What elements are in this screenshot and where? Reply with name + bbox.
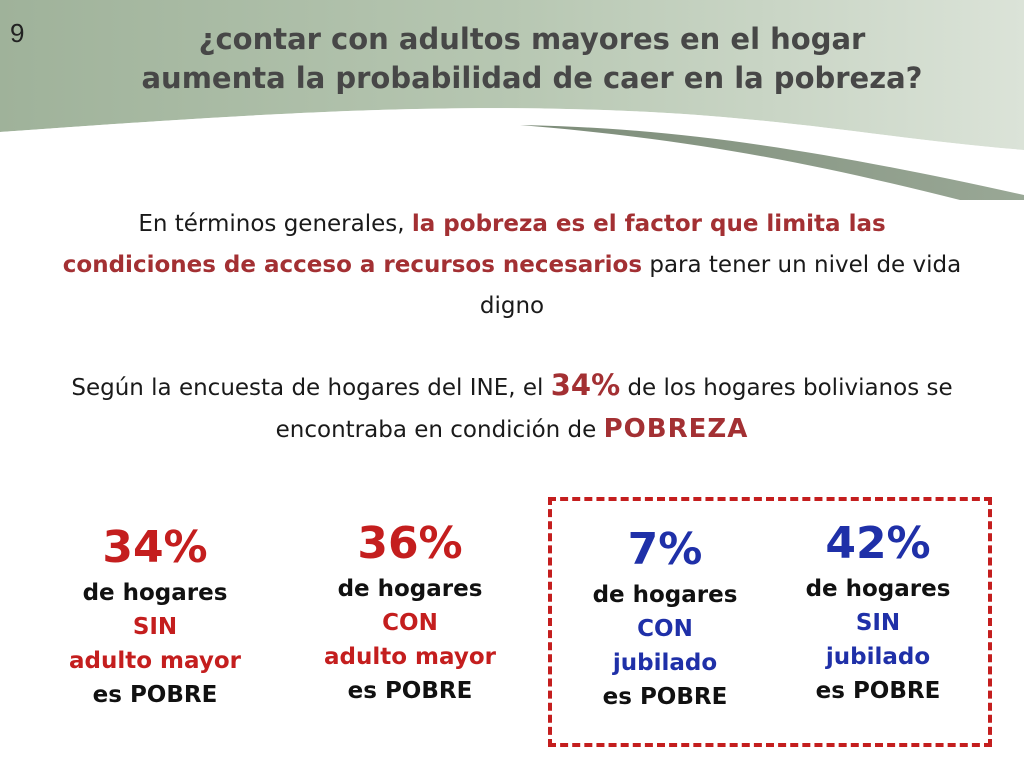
paragraph2-text-middle: de los hogares bolivianos se encontraba … xyxy=(275,375,953,443)
stat-line3: jubilado xyxy=(612,650,718,676)
paragraph2-text-before: Según la encuesta de hogares del INE, el xyxy=(71,375,551,401)
stat-percent: 36% xyxy=(357,518,463,569)
stat-line2: SIN xyxy=(855,610,901,636)
slide-title: ¿contar con adultos mayores en el hogar … xyxy=(40,20,1024,98)
stat-line1: de hogares xyxy=(82,580,228,606)
paragraph1-text-before: En términos generales, xyxy=(138,211,412,237)
stat-percent: 42% xyxy=(825,518,931,569)
stat-con-jubilado: 7% de hogares CON jubilado es POBRE xyxy=(535,524,795,714)
slide-number: 9 xyxy=(10,18,25,48)
stat-line4: es POBRE xyxy=(92,682,218,708)
paragraph2-percent: 34% xyxy=(550,368,621,402)
paragraph-ine-survey: Según la encuesta de hogares del INE, el… xyxy=(60,365,964,451)
stat-percent: 7% xyxy=(627,524,703,575)
stat-line3: adulto mayor xyxy=(324,644,496,670)
stat-line2: CON xyxy=(382,610,438,636)
stat-line1: de hogares xyxy=(805,576,951,602)
stat-line4: es POBRE xyxy=(347,678,473,704)
stat-sin-jubilado: 42% de hogares SIN jubilado es POBRE xyxy=(748,518,1008,708)
stat-con-adulto-mayor: 36% de hogares CON adulto mayor es POBRE xyxy=(280,518,540,708)
paragraph-poverty-factor: En términos generales, la pobreza es el … xyxy=(60,204,964,327)
stat-line1: de hogares xyxy=(337,576,483,602)
stat-line1: de hogares xyxy=(592,582,738,608)
stat-line4: es POBRE xyxy=(815,678,941,704)
paragraph1-highlight: la pobreza es el factor que limita las c… xyxy=(62,211,886,278)
stat-line3: jubilado xyxy=(825,644,931,670)
slide-title-line2: aumenta la probabilidad de caer en la po… xyxy=(141,61,923,95)
stat-line4: es POBRE xyxy=(602,684,728,710)
stat-line2: SIN xyxy=(132,614,178,640)
jubilado-comparison-box xyxy=(548,497,992,747)
header-wave-background xyxy=(0,0,1024,200)
slide-title-line1: ¿contar con adultos mayores en el hogar xyxy=(198,22,866,56)
paragraph1-text-after: para tener un nivel de vida digno xyxy=(479,252,962,319)
stat-line3: adulto mayor xyxy=(69,648,241,674)
stat-line2: CON xyxy=(637,616,693,642)
stat-percent: 34% xyxy=(102,522,208,573)
stat-sin-adulto-mayor: 34% de hogares SIN adulto mayor es POBRE xyxy=(25,522,285,712)
paragraph2-keyword: POBREZA xyxy=(603,414,749,444)
